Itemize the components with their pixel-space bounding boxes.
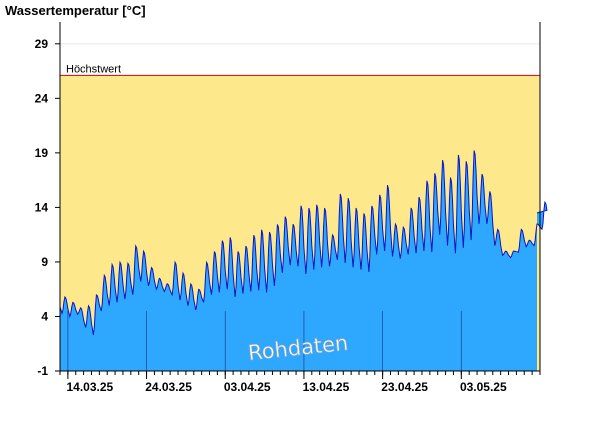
x-tick-label: 03.05.25: [460, 380, 507, 394]
x-tick-label: 03.04.25: [224, 380, 271, 394]
x-axis-ticks: 14.03.25 24.03.25 03.04.25 13.04.25 23.04.25…: [59, 371, 541, 394]
temperature-area: [60, 150, 547, 371]
chart-title: Wassertemperatur [°C]: [5, 3, 146, 18]
x-tick-label: 23.04.25: [381, 380, 428, 394]
y-tick-label: 19: [35, 146, 49, 160]
y-tick-label: -1: [37, 364, 48, 378]
y-tick-label: 29: [35, 37, 49, 51]
ten-day-markers: [67, 311, 462, 371]
x-tick-label: 14.03.25: [67, 380, 114, 394]
y-tick-label: 4: [41, 309, 48, 323]
y-axis-ticks: -1 4 9 14 19 24 29: [35, 37, 60, 378]
x-tick-label: 13.04.25: [303, 380, 350, 394]
y-tick-label: 9: [41, 255, 48, 269]
x-tick-label: 24.03.25: [145, 380, 192, 394]
threshold-label: Höchstwert: [66, 63, 121, 75]
y-tick-label: 14: [35, 200, 49, 214]
y-tick-label: 24: [35, 91, 49, 105]
temperature-line: [59, 150, 548, 336]
